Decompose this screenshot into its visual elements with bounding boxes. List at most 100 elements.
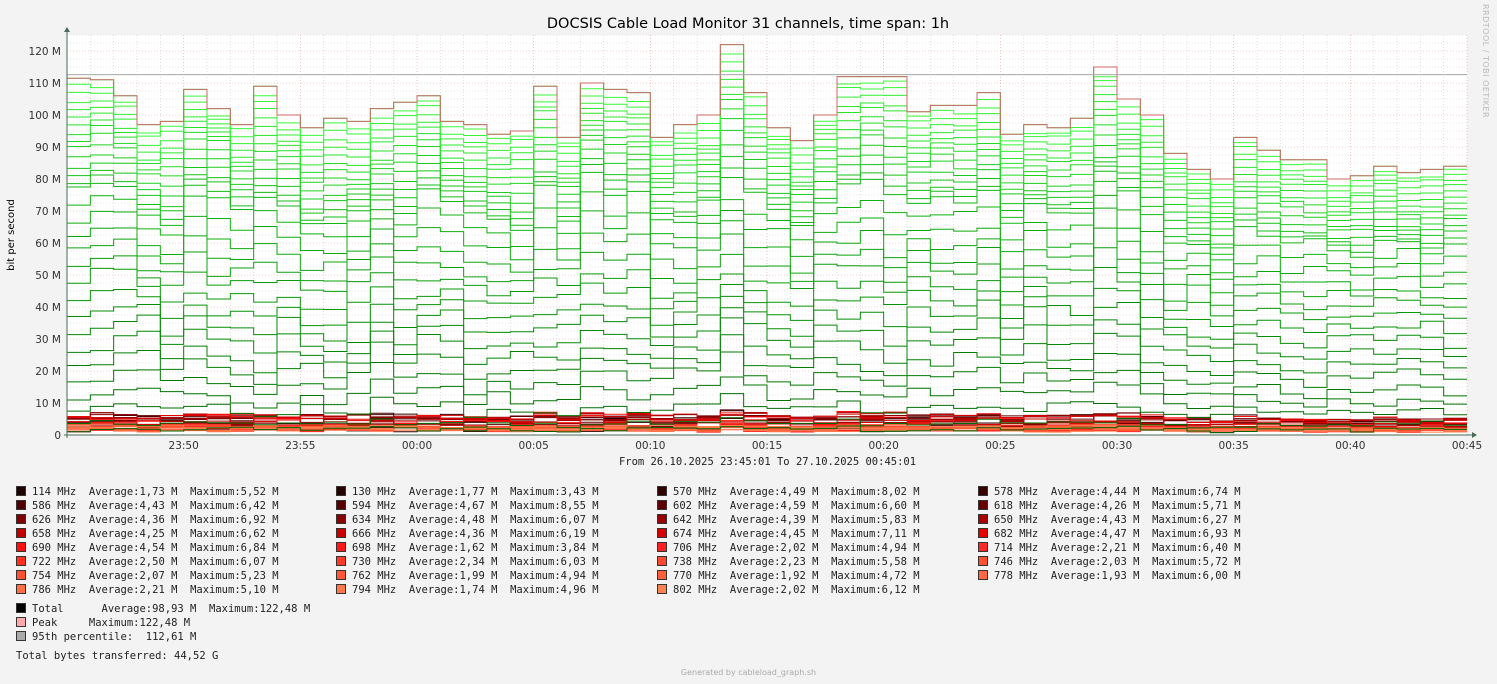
x-tick-label: 00:00	[402, 440, 432, 452]
x-tick-label: 00:25	[985, 440, 1015, 452]
legend-value: 5,23 M	[240, 570, 279, 582]
legend-value: 738 MHz	[673, 556, 718, 568]
legend-text: Average:	[717, 542, 781, 554]
legend-value: 95th percentile: 112,61 M	[32, 631, 197, 643]
legend-text: Average:	[396, 542, 460, 554]
legend-value: 746 MHz	[994, 556, 1039, 568]
chart-title: DOCSIS Cable Load Monitor 31 channels, t…	[547, 16, 949, 32]
stacked-line	[67, 247, 1467, 317]
legend-item-summary: Total Average:98,93 M Maximum:122,48 M	[16, 603, 310, 616]
x-tick-label: 00:35	[1219, 440, 1249, 452]
legend-swatch	[978, 500, 988, 510]
legend-text: Average:	[76, 486, 140, 498]
stacked-line	[67, 334, 1467, 388]
legend-text: Maximum:	[497, 528, 561, 540]
legend-value: 6,12 M	[881, 584, 920, 596]
legend-item-channel: 778 MHz Average:1,93 M Maximum:6,00 M	[978, 570, 1241, 583]
legend-text: Average:	[717, 528, 781, 540]
legend-value: 578 MHz	[994, 486, 1039, 498]
legend-value: 4,94 M	[560, 570, 599, 582]
legend-value: 6,42 M	[240, 500, 279, 512]
legend-swatch	[657, 570, 667, 580]
legend-value: 4,96 M	[560, 584, 599, 596]
legend-text: Maximum:	[497, 500, 561, 512]
legend-item-channel: 586 MHz Average:4,43 M Maximum:6,42 M	[16, 500, 279, 513]
legend-value: 594 MHz	[352, 500, 397, 512]
legend-text: Average:	[1038, 514, 1102, 526]
legend-value: 2,21 M	[139, 584, 178, 596]
legend-text: Average:	[717, 514, 781, 526]
legend-value: 586 MHz	[32, 500, 77, 512]
legend-item-channel: 602 MHz Average:4,59 M Maximum:6,60 M	[657, 500, 920, 513]
x-tick-label: 23:50	[169, 440, 199, 452]
y-tick-label: 70 M	[35, 206, 61, 218]
legend-item-channel: 690 MHz Average:4,54 M Maximum:6,84 M	[16, 542, 279, 555]
legend-swatch	[336, 570, 346, 580]
y-tick-label: 50 M	[35, 270, 61, 282]
legend-text: Maximum:	[497, 584, 561, 596]
legend-text: Average:	[76, 500, 140, 512]
legend-text: Average:	[396, 486, 460, 498]
legend-text: Maximum:	[497, 514, 561, 526]
legend-item-channel: 794 MHz Average:1,74 M Maximum:4,96 M	[336, 584, 599, 597]
legend-text: Average:	[76, 514, 140, 526]
y-axis-arrow	[64, 27, 70, 32]
total-peak-line	[67, 44, 1467, 180]
legend-value: 4,36 M	[139, 514, 178, 526]
legend-text: Maximum:	[1139, 542, 1203, 554]
legend-text: Maximum:	[177, 514, 241, 526]
legend-item-summary: Peak Maximum:122,48 M	[16, 617, 190, 630]
legend-value: 2,02 M	[780, 542, 819, 554]
legend-value: 6,84 M	[240, 542, 279, 554]
legend-value: 4,39 M	[780, 514, 819, 526]
legend-item-channel: 706 MHz Average:2,02 M Maximum:4,94 M	[657, 542, 920, 555]
legend-value: 674 MHz	[673, 528, 718, 540]
legend-text: Maximum:	[177, 486, 241, 498]
legend-value: 794 MHz	[352, 584, 397, 596]
legend-value: 6,27 M	[1202, 514, 1241, 526]
legend-text: Average:	[76, 528, 140, 540]
legend-text: Maximum:	[177, 584, 241, 596]
legend-swatch	[336, 486, 346, 496]
legend-text: Average:	[717, 570, 781, 582]
stacked-line	[67, 393, 1467, 419]
legend-text: Average:	[76, 556, 140, 568]
legend-item-channel: 762 MHz Average:1,99 M Maximum:4,94 M	[336, 570, 599, 583]
x-tick-label: 00:05	[519, 440, 549, 452]
y-tick-label: 80 M	[35, 174, 61, 186]
legend-text: Maximum:	[1139, 556, 1203, 568]
legend-swatch	[336, 500, 346, 510]
legend-value: 1,93 M	[1101, 570, 1140, 582]
legend-value: 4,67 M	[459, 500, 498, 512]
legend-value: 2,02 M	[780, 584, 819, 596]
legend-value: 5,71 M	[1202, 500, 1241, 512]
legend-value: 2,23 M	[780, 556, 819, 568]
legend-value: 602 MHz	[673, 500, 718, 512]
x-tick-label: 00:30	[1102, 440, 1132, 452]
stacked-line	[67, 351, 1467, 400]
legend-text: Maximum:	[1139, 570, 1203, 582]
legend-value: 762 MHz	[352, 570, 397, 582]
legend-value: 6,07 M	[560, 514, 599, 526]
legend-value: Peak Maximum:122,48 M	[32, 617, 191, 629]
legend-text: Average:	[1038, 570, 1102, 582]
stacked-line	[67, 417, 1467, 429]
legend-item-channel: 666 MHz Average:4,36 M Maximum:6,19 M	[336, 528, 599, 541]
legend-text: Average:	[1038, 542, 1102, 554]
legend-swatch	[336, 514, 346, 524]
x-axis-arrow	[1472, 432, 1477, 438]
legend-text: Maximum:	[818, 584, 882, 596]
legend-swatch	[16, 603, 26, 613]
legend-text: Maximum:	[818, 500, 882, 512]
legend-item-channel: 130 MHz Average:1,77 M Maximum:3,43 M	[336, 486, 599, 499]
legend-value: Total Average:98,93 M Maximum:122,48 M	[32, 603, 311, 615]
legend-value: 4,49 M	[780, 486, 819, 498]
legend-value: 6,03 M	[560, 556, 599, 568]
legend-value: 4,72 M	[881, 570, 920, 582]
stacked-line	[67, 295, 1467, 349]
legend-value: 6,07 M	[240, 556, 279, 568]
legend-text: Maximum:	[1139, 528, 1203, 540]
legend-value: 4,36 M	[459, 528, 498, 540]
legend-value: 1,92 M	[780, 570, 819, 582]
